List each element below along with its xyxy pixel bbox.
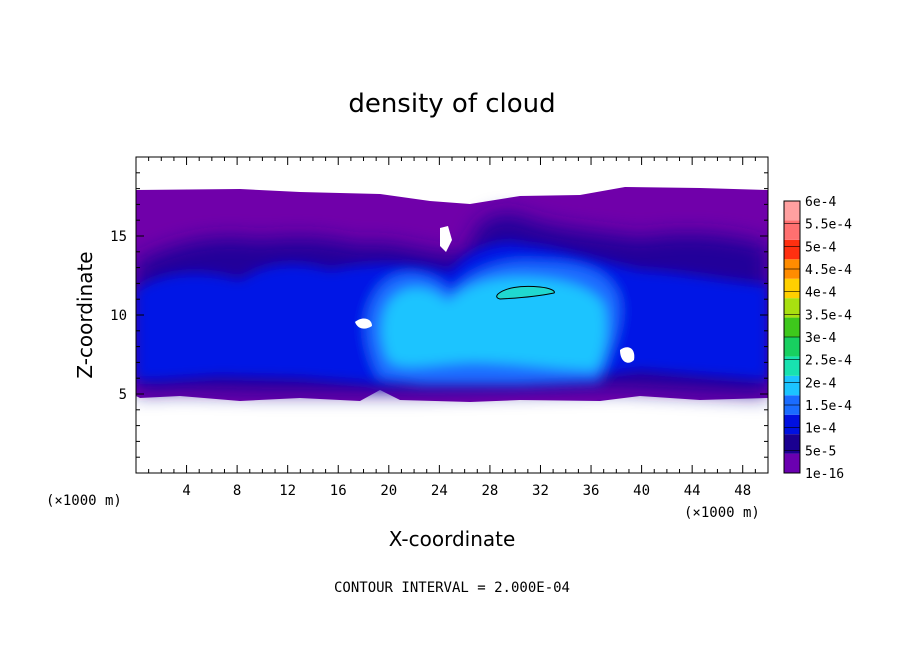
x-tick-label: 28 [481, 483, 498, 499]
y-axis-label: Z-coordinate [73, 251, 97, 378]
y-ticks: 5 10 15 [110, 172, 768, 458]
x-unit-left: (×1000 m) [46, 493, 122, 509]
x-tick-label: 48 [734, 483, 751, 499]
colorbar-label: 4e-4 [805, 286, 836, 301]
colorbar-swatch [784, 317, 800, 337]
colorbar-swatch [784, 201, 800, 221]
colorbar-swatch [784, 337, 800, 357]
chart-title: density of cloud [348, 89, 555, 119]
colorbar-label: 6e-4 [805, 195, 836, 210]
colorbar-label: 5e-4 [805, 240, 836, 255]
x-tick-label: 32 [532, 483, 549, 499]
x-axis-label: X-coordinate [389, 527, 516, 551]
colorbar-swatch [784, 356, 800, 376]
x-tick-label: 12 [279, 483, 296, 499]
gap-mid [355, 318, 372, 329]
light-blue-core [381, 277, 607, 370]
colorbar-swatch [784, 434, 800, 454]
x-tick-label: 8 [233, 483, 241, 499]
colorbar-label: 2e-4 [805, 376, 836, 391]
colorbar-swatch [784, 414, 800, 435]
x-ticks: 4 8 12 16 20 24 28 32 36 40 44 48 [148, 157, 756, 499]
max-contour-line [496, 285, 555, 300]
colorbar-label: 2.5e-4 [805, 354, 852, 369]
colorbar-label: 5e-5 [805, 444, 836, 459]
colorbar-label: 1e-4 [805, 422, 836, 437]
colorbar-swatch [784, 278, 800, 299]
x-tick-label: 36 [583, 483, 600, 499]
contour-interval-note: CONTOUR INTERVAL = 2.000E-04 [334, 580, 570, 596]
colorbar-label: 4.5e-4 [805, 263, 852, 278]
y-tick-label: 15 [110, 229, 127, 245]
colorbar-swatch [784, 239, 800, 260]
colorbar: 1e-16 5e-5 1e-4 1.5e-4 2e-4 2.5e-4 3e-4 3.5e-4 4… [783, 195, 852, 482]
colorbar-swatch [784, 298, 800, 318]
colorbar-swatch [784, 375, 800, 396]
colorbar-label: 5.5e-4 [805, 218, 852, 233]
colorbar-swatch [784, 453, 800, 473]
y-tick-label: 10 [110, 308, 127, 324]
x-tick-label: 44 [684, 483, 701, 499]
x-tick-label: 16 [330, 483, 347, 499]
colorbar-label: 1.5e-4 [805, 399, 852, 414]
x-tick-label: 40 [633, 483, 650, 499]
colorbar-label: 3e-4 [805, 331, 836, 346]
gap-upper [440, 226, 452, 252]
y-tick-label: 5 [119, 387, 127, 403]
density-field [136, 187, 768, 402]
x-tick-label: 24 [431, 483, 448, 499]
x-unit-right: (×1000 m) [684, 505, 760, 521]
colorbar-label: 1e-16 [805, 467, 844, 482]
colorbar-label: 3.5e-4 [805, 308, 852, 323]
colorbar-swatch [784, 220, 800, 240]
gap-right [620, 347, 635, 363]
x-tick-label: 20 [380, 483, 397, 499]
x-tick-label: 4 [182, 483, 190, 499]
